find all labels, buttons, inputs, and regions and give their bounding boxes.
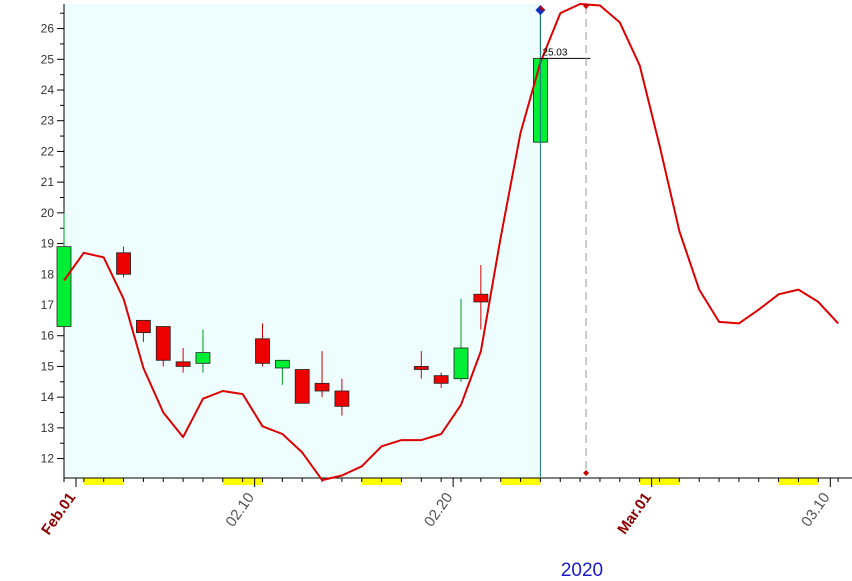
candle-body-down xyxy=(413,366,429,370)
x-tick-label: 02.20 xyxy=(421,490,456,531)
candle xyxy=(294,369,310,404)
projection-top-marker xyxy=(583,3,590,9)
candle-body-down xyxy=(155,326,171,361)
y-tick-label: 26 xyxy=(41,22,55,36)
x-axis-highlight-bands xyxy=(83,478,819,485)
x-tick-label: 02.10 xyxy=(222,490,257,531)
y-tick-label: 23 xyxy=(41,114,55,128)
candle xyxy=(175,348,191,373)
candle-body-up xyxy=(195,352,211,364)
candle-body-up xyxy=(453,347,469,380)
candle-body-down xyxy=(473,293,489,303)
candle xyxy=(314,351,330,398)
candle xyxy=(56,212,72,327)
candle xyxy=(155,326,171,367)
y-tick-label: 25 xyxy=(41,52,55,66)
y-tick-label: 12 xyxy=(41,452,55,466)
candle xyxy=(274,359,290,385)
candle xyxy=(433,372,449,388)
y-tick-label: 21 xyxy=(41,175,55,189)
x-tick-label: Mar.01 xyxy=(614,490,655,538)
candle xyxy=(135,319,151,342)
y-tick-label: 22 xyxy=(41,144,55,158)
candle xyxy=(255,323,270,367)
last-price-label: 25.03 xyxy=(542,47,567,58)
candle-body-down xyxy=(135,319,151,334)
trend-line xyxy=(63,3,839,482)
y-tick-label: 20 xyxy=(41,206,55,220)
candle-body-up xyxy=(56,246,72,327)
candle-body-down xyxy=(334,390,350,407)
candle-body-down xyxy=(433,375,449,384)
annotations: 25.03 xyxy=(535,3,591,477)
plot-background xyxy=(64,4,541,477)
y-tick-label: 19 xyxy=(41,237,55,251)
current-bar-marker-accent xyxy=(540,5,546,11)
candle-body-down xyxy=(294,369,310,404)
candle xyxy=(413,351,429,379)
y-axis-ticks: 12 13 14 15 16 17 18 19 20 21 22 23 24 25 26 xyxy=(41,12,64,466)
x-tick-label: 03.10 xyxy=(798,490,833,531)
projection-bottom-marker xyxy=(583,470,590,476)
candles xyxy=(56,10,548,416)
y-tick-label: 13 xyxy=(41,421,55,435)
candle-body-down xyxy=(116,252,131,275)
candle xyxy=(195,329,211,373)
x-axis-year-label: 2020 xyxy=(561,560,603,581)
y-tick-label: 16 xyxy=(41,329,55,343)
candle xyxy=(453,298,469,382)
trend-line-path xyxy=(63,3,839,482)
y-tick-label: 24 xyxy=(41,83,55,97)
y-tick-label: 15 xyxy=(41,359,55,373)
y-tick-label: 14 xyxy=(41,390,55,404)
y-tick-label: 18 xyxy=(41,267,55,281)
shaded-region xyxy=(64,4,541,477)
candle-body-down xyxy=(314,382,330,392)
candle-body-down xyxy=(255,338,270,364)
candle xyxy=(473,265,489,330)
x-tick-label: Feb.01 xyxy=(38,490,79,539)
candle-body-down xyxy=(175,361,191,367)
candle xyxy=(334,378,350,416)
candle xyxy=(116,246,131,278)
candle-body-up xyxy=(274,359,290,369)
x-axis-ticks: Feb.01 02.10 02.20 Mar.01 03.10 xyxy=(38,478,839,539)
y-tick-label: 17 xyxy=(41,298,55,312)
